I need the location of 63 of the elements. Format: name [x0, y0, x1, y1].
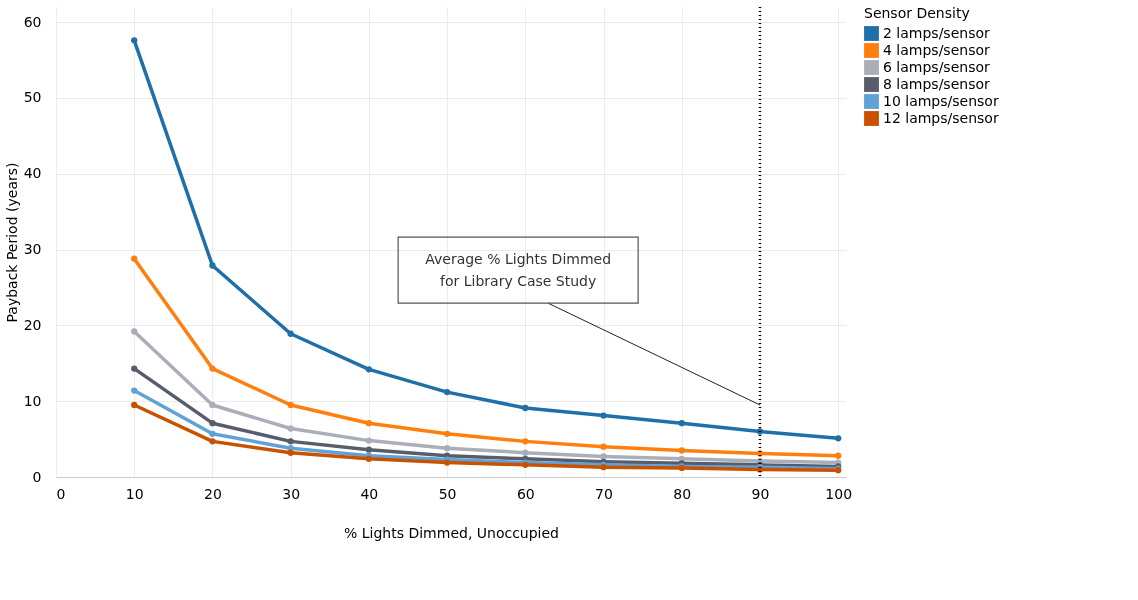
point — [600, 453, 607, 460]
point — [209, 420, 216, 427]
y-tick-label: 10 — [23, 392, 42, 409]
point — [756, 428, 764, 435]
y-tick-label: 50 — [23, 89, 42, 106]
point — [835, 435, 842, 442]
x-tick-label: 70 — [595, 485, 613, 502]
point — [443, 388, 451, 396]
y-tick-label: 30 — [23, 241, 42, 258]
point — [287, 438, 294, 445]
x-tick-label: 0 — [56, 485, 66, 502]
x-tick-label: 20 — [204, 485, 222, 502]
point — [209, 401, 216, 409]
point — [443, 430, 451, 437]
x-tick-label: 80 — [673, 485, 692, 502]
x-tick-label: 100 — [825, 485, 853, 502]
point — [365, 420, 373, 427]
y-tick-label: 0 — [32, 468, 42, 485]
legend-label: 2 lamps/sensor — [883, 24, 990, 41]
legend-label: 4 lamps/sensor — [883, 41, 990, 58]
point — [287, 401, 294, 409]
point — [131, 387, 138, 394]
legend-title: Sensor Density — [864, 5, 970, 21]
annotation: Average % Lights Dimmed for Library Case Study — [425, 251, 612, 290]
legend-label: 10 lamps/sensor — [883, 92, 999, 109]
point — [209, 262, 216, 269]
point — [209, 365, 216, 372]
point — [131, 328, 138, 335]
x-tick-label: 40 — [360, 485, 379, 502]
point — [131, 37, 138, 44]
point — [678, 447, 685, 454]
point — [522, 404, 529, 412]
point — [522, 449, 529, 456]
legend-label: 12 lamps/sensor — [883, 109, 999, 126]
point — [365, 446, 373, 453]
point — [522, 438, 529, 445]
legend-label: 8 lamps/sensor — [883, 75, 990, 92]
point — [209, 430, 216, 437]
legend-label: 6 lamps/sensor — [883, 58, 990, 75]
y-tick-label: 20 — [23, 316, 42, 333]
point — [600, 412, 607, 419]
y-axis-title: Payback Period (years) — [3, 162, 20, 323]
point — [287, 330, 294, 337]
point — [131, 365, 138, 372]
y-tick-label: 60 — [23, 13, 42, 30]
y-tick-label: 40 — [23, 165, 42, 182]
x-tick-label: 30 — [282, 485, 301, 502]
point — [287, 425, 294, 432]
point — [131, 255, 138, 262]
point — [209, 438, 216, 445]
point — [365, 366, 373, 373]
x-tick-label: 10 — [125, 485, 144, 502]
point — [678, 420, 685, 427]
x-tick-label: 90 — [751, 485, 770, 502]
point — [443, 445, 451, 452]
x-tick-label: 60 — [516, 485, 535, 502]
point — [365, 437, 373, 444]
point — [600, 443, 607, 450]
point — [835, 452, 842, 459]
x-axis-title: % Lights Dimmed, Unoccupied — [343, 524, 560, 541]
point — [287, 449, 294, 456]
x-tick-label: 50 — [438, 485, 457, 502]
point — [131, 401, 138, 409]
